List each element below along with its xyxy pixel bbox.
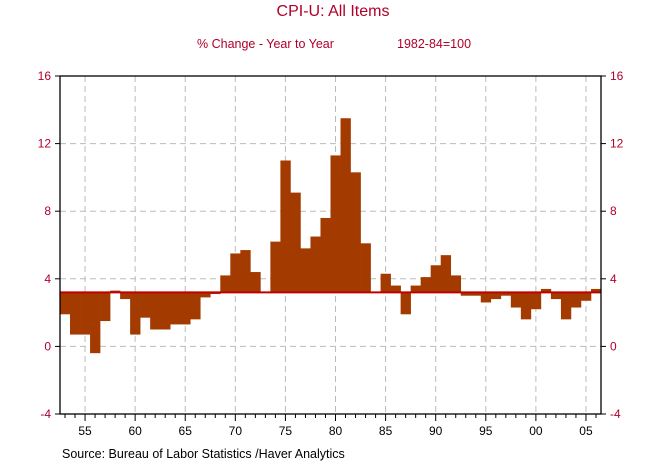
x-tick-label: 95: [479, 424, 493, 438]
y-tick-label-left: 12: [38, 137, 52, 151]
chart-subtitle-left: % Change - Year to Year: [197, 37, 334, 51]
x-tick-label: 60: [128, 424, 142, 438]
y-tick-label-left: -4: [40, 407, 51, 421]
x-tick-label: 70: [229, 424, 243, 438]
bar: [570, 292, 582, 308]
bar: [70, 292, 81, 335]
bar: [100, 292, 111, 322]
bar: [300, 248, 311, 293]
bar: [470, 292, 482, 296]
bar: [440, 255, 452, 293]
bar: [540, 288, 552, 293]
bar: [130, 292, 141, 335]
bar: [320, 217, 331, 293]
x-tick-label: 75: [279, 424, 293, 438]
chart-source-note: Source: Bureau of Labor Statistics /Have…: [62, 447, 345, 461]
y-tick-label-right: 16: [610, 69, 624, 83]
bar: [160, 292, 171, 330]
bar: [480, 292, 492, 303]
bar: [560, 292, 572, 320]
bar: [350, 172, 361, 293]
y-tick-label-right: 8: [610, 204, 617, 218]
bar: [500, 292, 512, 296]
y-tick-label-right: 4: [610, 272, 617, 286]
chart-subtitle-right: 1982-84=100: [397, 37, 472, 51]
x-tick-label: 80: [329, 424, 343, 438]
bar: [150, 292, 161, 330]
bar: [550, 292, 562, 300]
bar: [340, 118, 351, 293]
bar: [400, 292, 411, 315]
bar: [220, 275, 231, 293]
bar: [450, 275, 462, 293]
bar: [390, 285, 401, 293]
bar: [330, 155, 341, 293]
y-tick-label-left: 4: [44, 272, 51, 286]
bar: [490, 292, 502, 300]
x-tick-label: 85: [379, 424, 393, 438]
bar: [460, 292, 472, 296]
bar: [250, 272, 261, 293]
bar: [90, 292, 101, 354]
bars: [60, 118, 602, 354]
x-tick-label: 05: [579, 424, 593, 438]
bar: [200, 292, 211, 298]
y-tick-label-right: -4: [610, 407, 621, 421]
bar: [420, 277, 431, 293]
bar: [360, 243, 371, 293]
plot-frame: [59, 75, 602, 415]
bar: [510, 292, 522, 308]
bar: [230, 253, 241, 293]
bar: [580, 292, 592, 301]
bar: [120, 292, 131, 300]
x-tick-label: 90: [429, 424, 443, 438]
bar: [380, 273, 391, 293]
bar: [60, 292, 71, 315]
x-tick-label: 65: [179, 424, 193, 438]
bar: [310, 236, 321, 293]
bar: [270, 241, 281, 293]
chart-title: CPI-U: All Items: [276, 3, 390, 20]
bar: [240, 250, 251, 293]
bar: [170, 292, 181, 325]
axes: [55, 75, 606, 421]
bar: [80, 292, 91, 335]
y-tick-label-right: 12: [610, 137, 624, 151]
grid-lines: [60, 76, 601, 414]
y-tick-label-right: 0: [610, 339, 617, 353]
bar: [190, 292, 201, 320]
bar: [430, 265, 442, 293]
bar: [290, 192, 301, 293]
bar: [590, 288, 602, 293]
x-tick-label: 55: [78, 424, 92, 438]
bar: [280, 160, 291, 293]
bar: [140, 292, 151, 318]
bar: [410, 285, 421, 293]
y-tick-label-left: 16: [38, 69, 52, 83]
x-tick-label: 00: [529, 424, 543, 438]
bar: [520, 292, 532, 320]
y-tick-label-left: 8: [44, 204, 51, 218]
bar: [530, 292, 542, 310]
y-tick-label-left: 0: [44, 339, 51, 353]
bar: [180, 292, 191, 325]
